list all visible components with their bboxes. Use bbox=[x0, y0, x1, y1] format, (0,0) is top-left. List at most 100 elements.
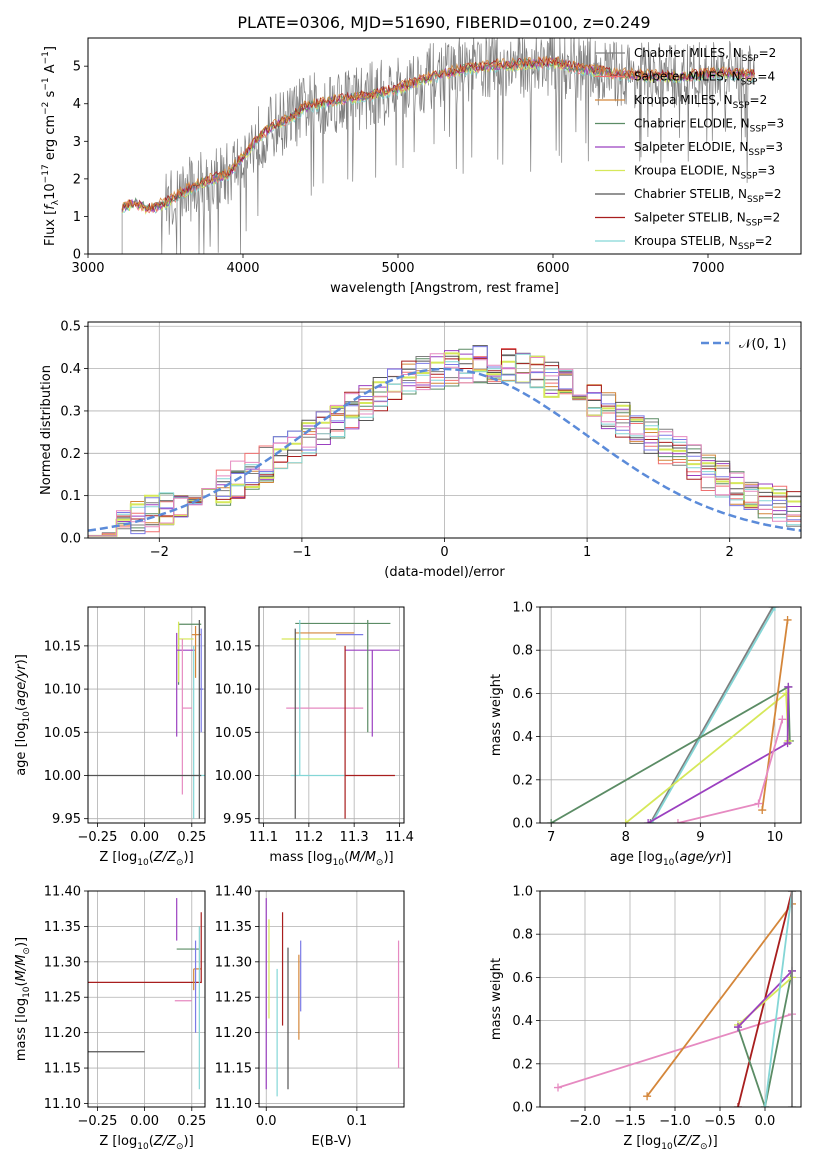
x-axis-label-part: 10 bbox=[137, 1142, 149, 1152]
y-axis-label-part: mass [log bbox=[14, 998, 29, 1061]
x-tick-label: −1.5 bbox=[614, 1114, 646, 1129]
x-tick-label: 0.25 bbox=[177, 1114, 206, 1129]
y-tick-label: 10.00 bbox=[44, 769, 81, 784]
y-axis-label-part: 10 bbox=[22, 711, 32, 723]
legend-entry-part: =2 bbox=[750, 93, 768, 107]
y-tick-label: 5 bbox=[73, 60, 81, 75]
y-tick-label: 11.35 bbox=[44, 920, 81, 935]
y-tick-label: 0.0 bbox=[60, 532, 81, 547]
panel-age_vs_Z: −0.25 0.00 0.25 9.95 10.00 10.05 10.10 10.15 Z [… bbox=[14, 606, 206, 868]
y-tick-label: 10.00 bbox=[215, 769, 252, 784]
y-tick-label: 3 bbox=[73, 135, 81, 150]
y-axis-label: age [log10(age/yr)] bbox=[14, 654, 32, 776]
x-tick-label: −1.0 bbox=[659, 1114, 691, 1129]
y-axis-label-part: mass weight bbox=[489, 958, 504, 1040]
x-axis-label: age [log10(age/yr)] bbox=[610, 850, 732, 868]
x-tick-label: 10 bbox=[767, 830, 784, 845]
y-tick-label: 11.25 bbox=[44, 991, 81, 1006]
y-tick-label: 11.30 bbox=[44, 955, 81, 970]
y-axis-label: mass weight bbox=[489, 958, 504, 1040]
plot-area bbox=[281, 619, 400, 819]
x-axis-label: mass [log10(M/M⊙)] bbox=[269, 850, 393, 868]
legend-entry: Chabrier MILES, NSSP=2 bbox=[634, 46, 776, 64]
y-tick-label: 10.10 bbox=[215, 683, 252, 698]
axes-frame bbox=[87, 606, 206, 824]
y-tick-label: 11.10 bbox=[44, 1097, 81, 1112]
legend-entry-part: SSP bbox=[747, 195, 764, 205]
axes-frame bbox=[87, 37, 802, 255]
legend-entry-part: SSP bbox=[738, 242, 755, 252]
legend-entry-part: Chabrier STELIB, N bbox=[634, 187, 747, 201]
x-axis-label-part: )] bbox=[383, 850, 393, 865]
legend-entry-part: Kroupa STELIB, N bbox=[634, 234, 738, 248]
legend-entry-part: =4 bbox=[757, 70, 775, 84]
y-axis-label-part: ( bbox=[14, 706, 29, 711]
legend-entry-part: SSP bbox=[733, 101, 750, 111]
y-tick-label: 11.25 bbox=[215, 991, 252, 1006]
y-axis-label-part: −2 bbox=[41, 102, 51, 115]
x-tick-label: 0.25 bbox=[177, 830, 206, 845]
y-axis-label-part: erg cm bbox=[43, 115, 58, 164]
weight-line bbox=[557, 1013, 793, 1089]
x-axis-label-part: ( bbox=[149, 1134, 154, 1149]
x-axis-label-part: )] bbox=[184, 850, 194, 865]
y-tick-label: 0 bbox=[73, 248, 81, 263]
x-axis-label-part: )] bbox=[708, 1134, 718, 1149]
y-tick-label: 10.15 bbox=[215, 639, 252, 654]
gridlines bbox=[259, 607, 404, 823]
x-axis-label-part: age [log bbox=[610, 850, 663, 865]
y-axis-label: mass [log10(M/M⊙)] bbox=[14, 937, 32, 1061]
plus-marker bbox=[754, 799, 763, 808]
legend-entry-part: Salpeter STELIB, N bbox=[634, 211, 746, 225]
x-tick-label: 0.00 bbox=[130, 1114, 159, 1129]
x-axis-label-part: Z [log bbox=[99, 1134, 137, 1149]
histogram-step bbox=[88, 353, 801, 537]
y-tick-label: 0.0 bbox=[512, 1101, 533, 1116]
plot-area bbox=[121, 38, 755, 254]
x-axis-label-part: age/yr bbox=[679, 850, 722, 865]
plus-marker bbox=[758, 806, 767, 815]
legend-entry-part: SSP bbox=[746, 219, 763, 229]
panel-mass_vs_ebv: 0.0 0.1 11.10 11.15 11.20 11.25 11.30 11.35 11.4… bbox=[215, 885, 405, 1149]
x-tick-label: 11.2 bbox=[294, 830, 323, 845]
legend-entry-part: SSP bbox=[741, 172, 758, 182]
y-axis-label-part: 10 bbox=[43, 183, 58, 200]
y-axis-label-part: )] bbox=[14, 654, 29, 664]
x-axis-label-part: Z/Z bbox=[677, 1134, 701, 1149]
legend-entry: Salpeter MILES, NSSP=4 bbox=[634, 70, 775, 88]
y-axis-label-part: mass weight bbox=[489, 674, 504, 756]
plot-area bbox=[265, 898, 400, 1097]
y-tick-label: 9.95 bbox=[52, 812, 81, 827]
legend-entry-part: =2 bbox=[759, 46, 777, 60]
y-tick-label: 10.05 bbox=[44, 726, 81, 741]
legend-entry-part: SSP bbox=[741, 78, 758, 88]
plus-marker bbox=[770, 607, 779, 611]
x-axis-label: wavelength [Angstrom, rest frame] bbox=[330, 281, 559, 296]
legend-entry-part: SSP bbox=[750, 125, 767, 135]
x-axis-label-part: 10 bbox=[663, 858, 675, 868]
plus-marker bbox=[783, 615, 792, 624]
legend-entry-part: SSP bbox=[748, 148, 765, 158]
legend-entry-part: Kroupa ELODIE, N bbox=[634, 164, 741, 178]
x-axis-label-part: Z/Z bbox=[153, 850, 177, 865]
y-tick-label: 0.8 bbox=[512, 928, 533, 943]
legend-entry-part: =2 bbox=[755, 234, 773, 248]
plot-area bbox=[88, 345, 801, 537]
legend-entry-part: =3 bbox=[757, 164, 775, 178]
y-tick-label: 11.20 bbox=[215, 1026, 252, 1041]
y-tick-label: 11.20 bbox=[44, 1026, 81, 1041]
gridlines bbox=[88, 607, 205, 823]
y-tick-label: 10.05 bbox=[215, 726, 252, 741]
figure-title: PLATE=0306, MJD=51690, FIBERID=0100, z=0… bbox=[237, 13, 650, 32]
legend-entry-part: Salpeter MILES, N bbox=[634, 70, 741, 84]
y-axis-label-part: Flux [ bbox=[43, 210, 58, 246]
y-tick-label: 0.2 bbox=[60, 447, 81, 462]
y-tick-label: 11.30 bbox=[215, 955, 252, 970]
panel-residuals: −2 −1 0 1 2 0.0 0.1 0.2 0.3 0.4 0.5 (data-model)/er… bbox=[39, 320, 802, 580]
normal-curve bbox=[88, 367, 801, 532]
x-axis-label: Z [log10(Z/Z⊙)] bbox=[99, 1134, 193, 1152]
x-axis-label-part: E(B-V) bbox=[311, 1134, 351, 1149]
x-tick-label: 2 bbox=[726, 545, 734, 560]
y-axis-label-part: λ bbox=[51, 199, 61, 205]
